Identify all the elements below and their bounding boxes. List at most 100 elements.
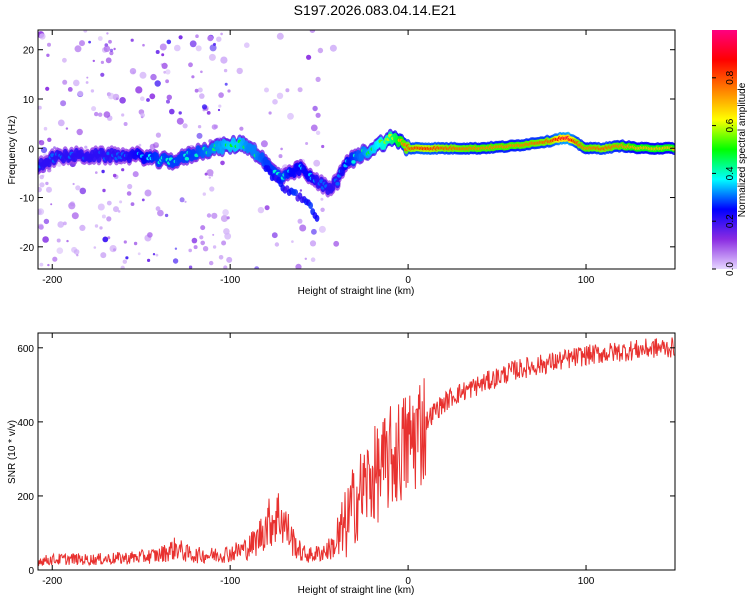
noise-speckle	[220, 160, 225, 166]
snr-marks	[38, 337, 675, 567]
noise-speckle	[109, 48, 114, 52]
noise-speckle	[66, 239, 69, 243]
snr-series-line	[38, 337, 675, 567]
snr-panel: -200 -100 0 100 0 200 400 600 Height of straigh…	[7, 332, 676, 596]
noise-speckle	[276, 92, 284, 100]
noise-speckle	[57, 221, 64, 228]
noise-speckle	[211, 212, 218, 219]
noise-speckle	[195, 45, 202, 52]
noise-speckle	[321, 144, 325, 149]
noise-speckle	[94, 224, 99, 228]
noise-speckle	[200, 225, 206, 231]
noise-speckle	[217, 108, 221, 112]
noise-speckle	[47, 263, 50, 267]
noise-speckle	[121, 168, 125, 172]
noise-speckle	[109, 245, 117, 253]
colorbar-tick-label: 0.8	[725, 70, 736, 84]
noise-speckle	[127, 183, 133, 190]
noise-speckle	[220, 32, 223, 36]
noise-speckle	[189, 40, 197, 48]
noise-speckle	[39, 33, 46, 40]
noise-speckle	[165, 79, 170, 84]
noise-speckle	[305, 142, 309, 145]
noise-speckle	[106, 32, 109, 35]
noise-speckle	[98, 112, 103, 117]
noise-speckle	[77, 90, 84, 97]
noise-speckle	[257, 206, 265, 214]
noise-speckle	[102, 236, 109, 243]
noise-speckle	[208, 53, 216, 61]
noise-speckle	[153, 142, 159, 149]
noise-speckle	[141, 198, 145, 202]
noise-speckle	[129, 68, 137, 75]
noise-speckle	[188, 265, 193, 269]
x-tick-label: -200	[42, 275, 62, 286]
noise-speckle	[56, 162, 62, 167]
noise-speckle	[208, 176, 211, 179]
noise-speckle	[199, 93, 205, 99]
spectrogram-x-label: Height of straight line (km)	[298, 286, 415, 297]
spectrogram-frame	[37, 29, 676, 270]
colorbar-ticks: 0.0 0.2 0.4 0.6 0.8	[712, 70, 736, 276]
noise-speckle	[178, 111, 182, 115]
noise-speckle	[210, 174, 214, 177]
noise-speckle	[125, 256, 129, 260]
noise-speckle	[97, 36, 103, 41]
noise-speckle	[193, 245, 198, 250]
noise-speckle	[52, 256, 58, 262]
colorbar-tick-label: 0.4	[725, 166, 736, 180]
noise-speckle	[194, 88, 199, 93]
noise-speckle	[165, 69, 171, 75]
noise-speckle	[79, 224, 86, 231]
noise-speckle	[92, 59, 96, 63]
noise-speckle	[109, 51, 114, 56]
noise-speckle	[94, 111, 99, 117]
noise-speckle	[57, 119, 65, 127]
noise-speckle	[154, 80, 161, 87]
noise-speckle	[123, 122, 128, 126]
noise-speckle	[139, 71, 147, 79]
y-tick-label: 0	[28, 144, 34, 155]
snr-y-label: SNR (10 * v/v)	[7, 420, 18, 484]
noise-speckle	[218, 104, 222, 108]
noise-speckle	[278, 154, 283, 159]
noise-speckle	[152, 253, 156, 256]
noise-speckle	[142, 43, 145, 47]
noise-speckle	[60, 100, 67, 107]
noise-speckle	[199, 235, 204, 240]
noise-speckle	[224, 82, 228, 86]
noise-speckle	[188, 248, 192, 253]
noise-speckle	[226, 256, 233, 263]
noise-speckle	[130, 38, 134, 42]
noise-speckle	[315, 112, 321, 118]
snr-frame	[37, 332, 676, 571]
noise-speckle	[227, 89, 231, 93]
x-tick-label: 0	[405, 275, 411, 286]
spectrogram-y-label: Frequency (Hz)	[7, 116, 18, 185]
snr-axes: -200 -100 0 100 0 200 400 600	[17, 333, 675, 587]
noise-speckle	[108, 39, 112, 44]
noise-speckle	[169, 108, 175, 115]
noise-speckle	[79, 187, 87, 195]
noise-speckle	[306, 54, 312, 60]
x-tick-label: -100	[220, 576, 240, 587]
noise-speckle	[191, 75, 195, 79]
noise-speckle	[47, 42, 51, 47]
y-tick-label: 400	[17, 418, 34, 429]
noise-speckle	[318, 225, 326, 233]
colorbar-scale	[712, 30, 737, 269]
noise-speckle	[188, 62, 193, 68]
noise-speckle	[285, 88, 290, 93]
noise-speckle	[280, 147, 283, 151]
noise-speckle	[112, 93, 120, 101]
noise-speckle	[221, 240, 227, 246]
noise-speckle	[45, 86, 50, 91]
noise-speckle	[287, 112, 294, 120]
noise-speckle	[159, 43, 167, 51]
noise-speckle	[120, 265, 125, 269]
noise-speckle	[196, 132, 203, 139]
noise-speckle	[150, 73, 157, 81]
noise-speckle	[254, 266, 260, 269]
noise-speckle	[179, 197, 185, 203]
